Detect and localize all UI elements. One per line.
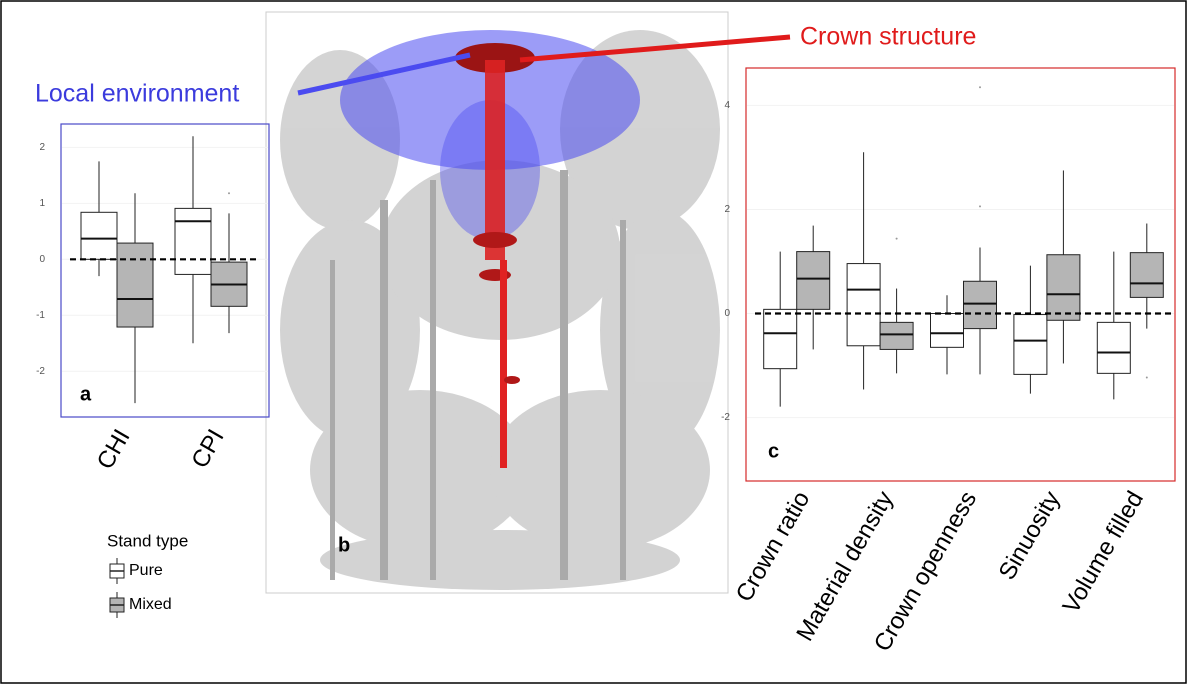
outlier <box>979 86 981 89</box>
y-tick-label: -2 <box>721 412 730 423</box>
y-tick-label: 0 <box>39 254 45 265</box>
outlier <box>979 205 981 208</box>
y-tick-label: 0 <box>724 308 730 319</box>
box <box>116 242 154 328</box>
outlier <box>228 192 230 195</box>
box <box>1129 252 1164 298</box>
box <box>930 313 964 348</box>
box <box>846 263 881 347</box>
box <box>796 251 831 310</box>
box <box>80 211 118 260</box>
outlier <box>895 237 898 240</box>
annotation: Crown structure <box>800 23 976 51</box>
panel-label: c <box>768 440 779 462</box>
y-tick-label: 2 <box>39 142 45 153</box>
box <box>174 207 212 275</box>
y-tick-label: 2 <box>724 204 730 215</box>
legend-title: Stand type <box>107 531 188 550</box>
point-cloud-image <box>265 11 729 594</box>
legend-label: Pure <box>129 562 163 579</box>
panel-frame <box>745 67 1176 482</box>
box <box>763 308 798 370</box>
y-tick-label: 4 <box>724 100 730 111</box>
panel-label: a <box>80 383 92 405</box>
box <box>879 321 914 350</box>
annotation-line <box>297 52 471 96</box>
box <box>1013 314 1048 375</box>
outlier <box>1145 376 1148 379</box>
panel-label: b <box>338 534 350 556</box>
legend-label: Mixed <box>129 596 172 613</box>
y-tick-label: -1 <box>36 310 45 321</box>
panel-frame <box>60 123 270 418</box>
annotation: Local environment <box>35 80 239 108</box>
y-tick-label: 1 <box>39 198 45 209</box>
y-tick-label: -2 <box>36 366 45 377</box>
box <box>1096 321 1131 374</box>
box <box>1046 254 1081 321</box>
annotation-line <box>519 34 791 63</box>
box <box>963 280 997 330</box>
